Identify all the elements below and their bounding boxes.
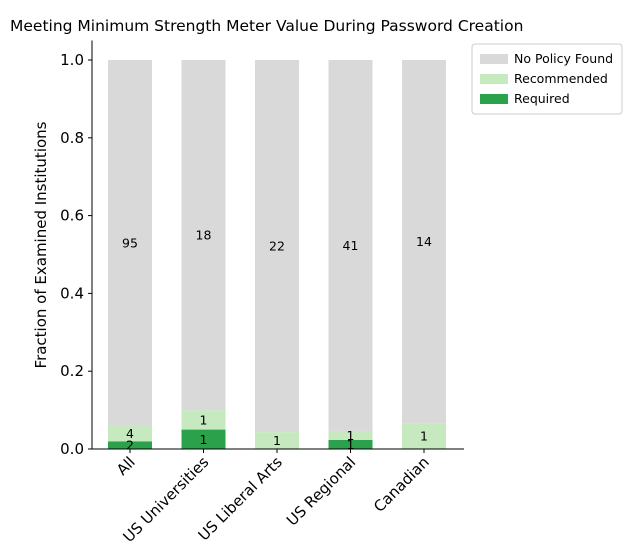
x-tick-label: US Regional — [283, 453, 359, 529]
bar-label-required-1: 1 — [200, 432, 208, 447]
legend-label-recommended: Recommended — [514, 71, 608, 86]
y-tick-label: 0.6 — [60, 207, 84, 225]
x-tick-label: All — [113, 453, 139, 479]
bar-label-no-policy-found-3: 41 — [343, 238, 359, 253]
legend-label-required: Required — [514, 91, 570, 106]
y-tick-label: 0.8 — [60, 129, 84, 147]
bar-label-no-policy-found-4: 14 — [416, 234, 432, 249]
bar-label-recommended-3: 1 — [347, 428, 355, 443]
y-tick-label: 0.2 — [60, 362, 84, 380]
legend-swatch-no-policy-found — [480, 54, 508, 64]
legend: No Policy Found Recommended Required — [472, 44, 622, 114]
chart-title: Meeting Minimum Strength Meter Value Dur… — [10, 17, 523, 35]
y-axis-label: Fraction of Examined Institutions — [32, 121, 50, 368]
y-tick-label: 1.0 — [60, 51, 84, 69]
bar-label-no-policy-found-1: 18 — [196, 228, 212, 243]
bar-label-no-policy-found-2: 22 — [269, 239, 285, 254]
bar-label-recommended-1: 1 — [200, 412, 208, 427]
legend-swatch-required — [480, 94, 508, 104]
legend-swatch-recommended — [480, 74, 508, 84]
bar-label-recommended-0: 4 — [126, 426, 134, 441]
y-tick-label: 0.0 — [60, 440, 84, 458]
legend-label-no-policy-found: No Policy Found — [514, 51, 613, 66]
y-tick-label: 0.4 — [60, 284, 84, 302]
bar-label-no-policy-found-0: 95 — [122, 235, 138, 250]
bars-group — [108, 60, 446, 449]
x-tick-label: Canadian — [370, 453, 433, 516]
bar-label-recommended-2: 1 — [273, 433, 281, 448]
bar-label-recommended-4: 1 — [420, 429, 428, 444]
